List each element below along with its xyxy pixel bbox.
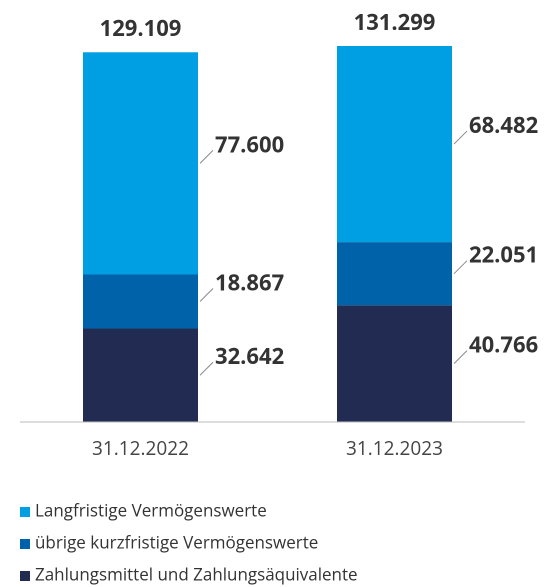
legend-label: Zahlungsmittel und Zahlungsäquivalente (35, 563, 358, 586)
leader-line (453, 350, 468, 364)
value-label: 68.482 (469, 110, 538, 140)
value-label: 40.766 (469, 330, 538, 360)
leader-line (199, 361, 214, 376)
legend-swatch (20, 539, 30, 549)
x-tick-label: 31.12.2022 (92, 435, 189, 461)
legend-swatch (20, 507, 30, 517)
bar-segment (337, 242, 452, 306)
value-label: 18.867 (215, 267, 284, 297)
total-label: 129.109 (100, 13, 182, 43)
leader-line (453, 130, 468, 145)
bar-segment (83, 274, 198, 329)
x-tick-label: 31.12.2023 (346, 435, 443, 461)
legend-label: übrige kurzfristige Vermögenswerte (35, 531, 318, 554)
bar-segment (83, 328, 198, 422)
bar-segment (337, 46, 452, 243)
bar-segment (337, 305, 452, 422)
legend-label: Langfristige Vermögenswerte (35, 499, 267, 522)
leader-line (199, 150, 214, 164)
bar-segment (83, 52, 198, 275)
legend-swatch (20, 571, 30, 581)
total-label: 131.299 (354, 7, 436, 37)
leader-line (453, 260, 468, 275)
value-label: 22.051 (469, 240, 538, 270)
value-label: 32.642 (215, 341, 284, 371)
value-label: 77.600 (215, 129, 284, 159)
leader-line (199, 288, 214, 302)
